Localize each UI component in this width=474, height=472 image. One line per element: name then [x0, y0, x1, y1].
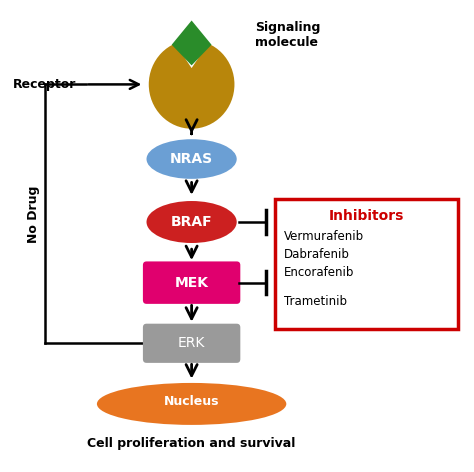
Text: BRAF: BRAF	[171, 215, 212, 229]
Text: Vermurafenib
Dabrafenib
Encorafenib: Vermurafenib Dabrafenib Encorafenib	[284, 230, 364, 279]
Polygon shape	[171, 38, 212, 68]
Text: MEK: MEK	[174, 276, 209, 290]
Circle shape	[149, 40, 235, 129]
Ellipse shape	[146, 139, 237, 179]
Text: Trametinib: Trametinib	[284, 295, 347, 308]
Text: Inhibitors: Inhibitors	[328, 209, 404, 223]
Text: Nucleus: Nucleus	[164, 395, 219, 408]
Ellipse shape	[146, 201, 237, 243]
Text: Signaling
molecule: Signaling molecule	[255, 21, 320, 50]
FancyBboxPatch shape	[275, 199, 458, 329]
Polygon shape	[172, 20, 211, 66]
FancyBboxPatch shape	[143, 324, 240, 363]
Text: No Drug: No Drug	[27, 185, 40, 243]
Text: NRAS: NRAS	[170, 152, 213, 166]
Text: Cell proliferation and survival: Cell proliferation and survival	[87, 437, 296, 450]
Text: ERK: ERK	[178, 336, 205, 350]
FancyBboxPatch shape	[143, 261, 240, 304]
Text: Receptor: Receptor	[13, 78, 77, 91]
Ellipse shape	[97, 383, 286, 425]
